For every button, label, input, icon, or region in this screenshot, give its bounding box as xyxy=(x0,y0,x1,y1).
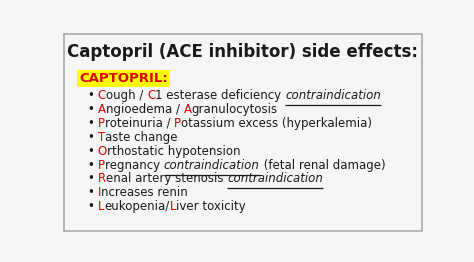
Text: •: • xyxy=(87,159,94,172)
Text: P: P xyxy=(174,117,181,130)
Text: A: A xyxy=(183,103,191,116)
Text: ngioedema /: ngioedema / xyxy=(106,103,183,116)
Text: I: I xyxy=(98,186,101,199)
Text: enal artery stenosis: enal artery stenosis xyxy=(106,172,227,185)
Text: (fetal renal damage): (fetal renal damage) xyxy=(260,159,385,172)
Text: •: • xyxy=(87,200,94,213)
Text: •: • xyxy=(87,131,94,144)
Text: L: L xyxy=(98,200,104,213)
Text: C: C xyxy=(147,89,155,102)
Text: otassium excess (hyperkalemia): otassium excess (hyperkalemia) xyxy=(181,117,372,130)
Text: contraindication: contraindication xyxy=(164,159,260,172)
Text: P: P xyxy=(98,117,105,130)
Text: P: P xyxy=(98,159,105,172)
Text: rthostatic hypotension: rthostatic hypotension xyxy=(107,145,241,158)
Text: •: • xyxy=(87,103,94,116)
Text: R: R xyxy=(98,172,106,185)
Text: •: • xyxy=(87,172,94,185)
Text: ough /: ough / xyxy=(106,89,147,102)
Text: regnancy: regnancy xyxy=(105,159,164,172)
Text: iver toxicity: iver toxicity xyxy=(176,200,246,213)
Text: •: • xyxy=(87,145,94,158)
Text: •: • xyxy=(87,89,94,102)
Text: eukopenia/: eukopenia/ xyxy=(104,200,170,213)
Text: 1 esterase deficiency: 1 esterase deficiency xyxy=(155,89,285,102)
Text: O: O xyxy=(98,145,107,158)
FancyBboxPatch shape xyxy=(64,34,422,231)
Text: roteinuria /: roteinuria / xyxy=(105,117,174,130)
Text: granulocytosis: granulocytosis xyxy=(191,103,278,116)
Text: T: T xyxy=(98,131,105,144)
Text: contraindication: contraindication xyxy=(285,89,381,102)
Text: L: L xyxy=(170,200,176,213)
Text: CAPTOPRIL:: CAPTOPRIL: xyxy=(80,72,168,85)
Text: contraindication: contraindication xyxy=(227,172,323,185)
Text: aste change: aste change xyxy=(105,131,178,144)
Text: •: • xyxy=(87,117,94,130)
Text: C: C xyxy=(98,89,106,102)
Text: ncreases renin: ncreases renin xyxy=(101,186,188,199)
Text: •: • xyxy=(87,186,94,199)
Text: A: A xyxy=(98,103,106,116)
Text: Captopril (ACE inhibitor) side effects:: Captopril (ACE inhibitor) side effects: xyxy=(67,42,419,61)
